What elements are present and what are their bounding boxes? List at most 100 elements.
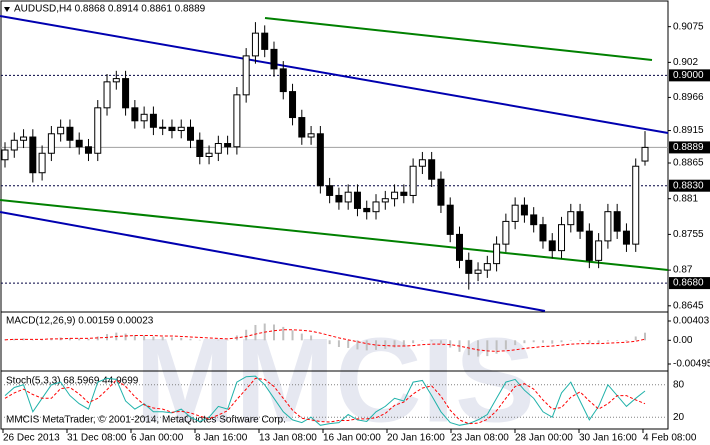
candle-body (242, 55, 250, 96)
x-tick-label: 13 Jan 08:00 (259, 433, 317, 444)
candle-body (576, 211, 584, 232)
candle-body (84, 146, 92, 154)
y-tick-label: 80 (673, 379, 685, 390)
copyright: MMCIS MetaTrader, © 2001-2014, MetaQuote… (6, 415, 286, 426)
candle-body (428, 159, 436, 180)
macd-title: MACD(12,26,9) 0.00159 0.00023 (6, 316, 154, 327)
y-tick-label: -0.00495 (673, 359, 710, 370)
candle-body (149, 113, 157, 128)
candle-body (446, 204, 454, 235)
y-tick-label: 0.9075 (673, 21, 704, 32)
candle-body (122, 78, 130, 109)
candle-body (595, 240, 603, 261)
candle-body (224, 143, 232, 148)
level-label: 0.8830 (673, 180, 704, 191)
current-price-box (669, 141, 710, 154)
x-tick-label: 30 Jan 16:00 (579, 433, 637, 444)
candle-body (335, 194, 343, 203)
candle-body (372, 201, 380, 213)
stoch-main (4, 375, 646, 426)
candle-body (38, 152, 46, 174)
y-tick-label: 0.8915 (673, 125, 704, 136)
symbol-icon (4, 7, 10, 12)
x-tick-label: 28 Jan 00:00 (515, 433, 573, 444)
candle-body (57, 126, 65, 135)
frame (0, 0, 669, 430)
y-tick-label: 0.881 (673, 193, 698, 204)
candle-body (131, 107, 139, 122)
candle-body (298, 117, 306, 138)
candle-body (381, 198, 389, 203)
y-tick-label: 0.00403 (673, 316, 710, 327)
candle-body (455, 233, 463, 261)
candle-body (10, 139, 18, 151)
x-tick-label: 31 Dec 08:00 (67, 433, 127, 444)
candle-body (75, 139, 83, 148)
candle-body (326, 185, 334, 196)
candle-body (548, 240, 556, 252)
candle-body (177, 126, 185, 132)
candle-body (270, 48, 278, 70)
channel-line (0, 199, 669, 271)
candle-body (168, 126, 176, 132)
candle-body (159, 126, 167, 129)
candle-body (353, 191, 361, 209)
channel-line (0, 211, 546, 312)
y-tick-label: 0.8966 (673, 92, 704, 103)
candle-body (289, 91, 297, 119)
candle-body (493, 243, 501, 265)
candle-body (140, 113, 148, 122)
candle-body (1, 149, 9, 161)
candle-body (29, 136, 37, 174)
candle-body (251, 32, 259, 57)
level-box (669, 277, 710, 290)
candle-body (483, 263, 491, 271)
y-tick-label: 0.00 (673, 335, 693, 346)
candle-body (539, 224, 547, 242)
level-box (669, 179, 710, 192)
candle-body (187, 126, 195, 141)
candle-body (474, 269, 482, 274)
level-label: 0.8680 (673, 278, 704, 289)
candle-body (622, 230, 630, 245)
y-tick-label: 0.87 (673, 265, 693, 276)
candle-body (558, 224, 566, 252)
candle-body (112, 78, 120, 83)
level-label: 0.9000 (673, 70, 704, 81)
candle-body (307, 133, 315, 138)
candle-body (233, 94, 241, 148)
candle-body (279, 68, 287, 93)
candle-body (530, 214, 538, 226)
y-tick-label: 0.8755 (673, 229, 704, 240)
candle-body (511, 204, 519, 222)
candle-body (66, 126, 74, 141)
x-tick-label: 26 Dec 2013 (3, 433, 60, 444)
candle-body (94, 107, 102, 154)
candle-body (214, 143, 222, 154)
candle-body (47, 133, 55, 154)
candle-body (641, 146, 649, 162)
channel-line (0, 15, 669, 134)
candle-body (20, 136, 28, 141)
candle-body (363, 207, 371, 213)
stoch-signal (4, 377, 646, 425)
candle-body (261, 32, 269, 50)
candle-body (604, 211, 612, 242)
x-tick-label: 4 Feb 08:00 (643, 433, 697, 444)
x-tick-label: 6 Jan 00:00 (131, 433, 184, 444)
y-tick-label: 20 (673, 412, 685, 423)
candle-body (344, 191, 352, 203)
candle-body (418, 159, 426, 167)
candle-body (205, 152, 213, 157)
x-tick-label: 23 Jan 08:00 (451, 433, 509, 444)
x-tick-label: 20 Jan 16:00 (387, 433, 445, 444)
candle-body (465, 259, 473, 274)
stoch-title: Stoch(5,3,3) 68.5969 44.9699 (6, 376, 139, 387)
candle-body (585, 230, 593, 261)
candle-body (632, 165, 640, 245)
chart-title: AUDUSD,H4 0.8868 0.8914 0.8861 0.8889 (14, 4, 206, 15)
candle-body (103, 81, 111, 109)
candle-body (391, 191, 399, 200)
y-tick-label: 0.8645 (673, 300, 704, 311)
